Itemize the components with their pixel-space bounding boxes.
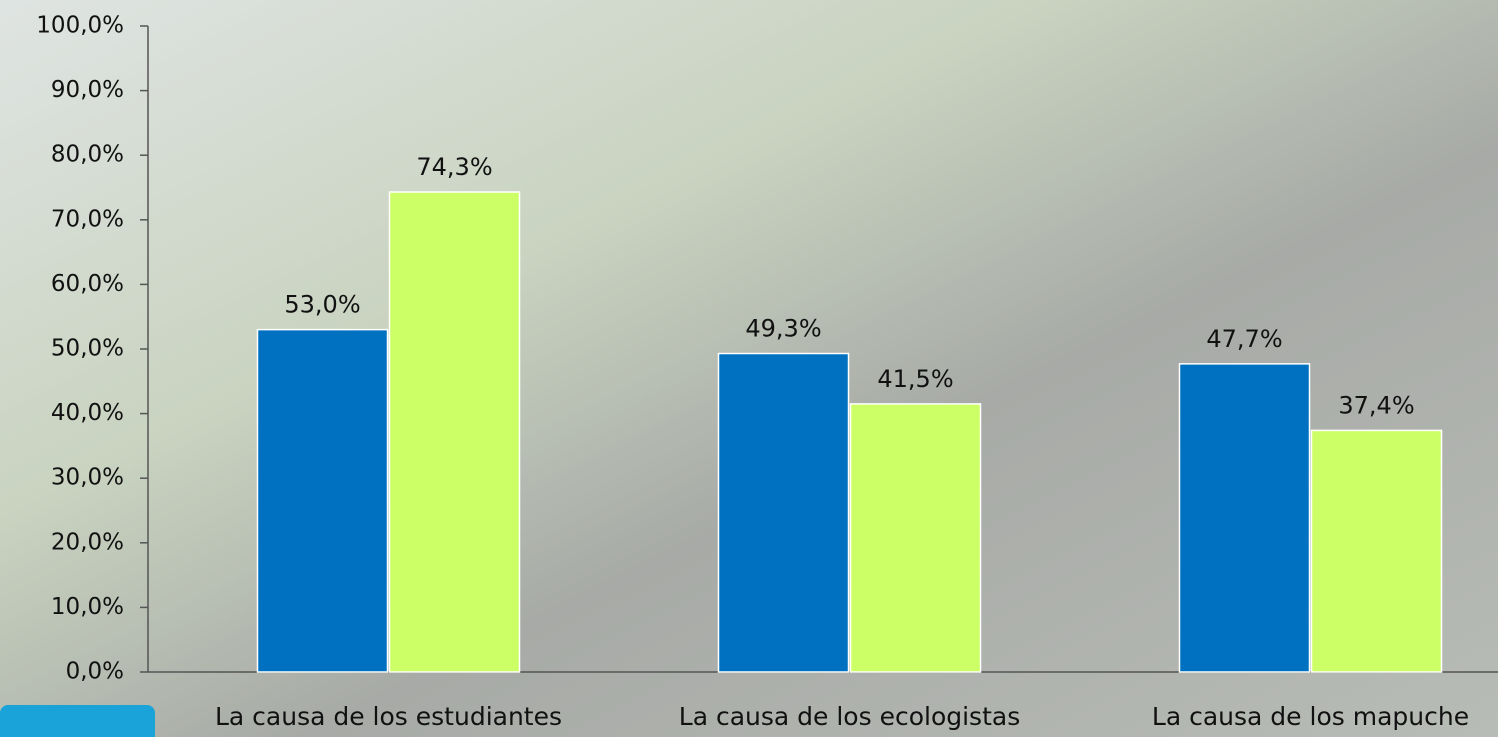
y-tick-label: 50,0%	[51, 336, 124, 362]
bar	[1178, 363, 1311, 673]
y-tick-label: 60,0%	[51, 271, 124, 297]
y-tick-label: 90,0%	[51, 77, 124, 103]
y-tick-label: 70,0%	[51, 206, 124, 232]
x-tick-label: La causa de los mapuche	[1152, 702, 1469, 731]
y-tick-label: 20,0%	[51, 529, 124, 555]
y-tick-label: 10,0%	[51, 594, 124, 620]
data-label: 74,3%	[416, 153, 492, 181]
data-label: 49,3%	[745, 315, 821, 343]
x-tick-label: La causa de los estudiantes	[215, 702, 562, 731]
bar	[849, 403, 982, 673]
data-label: 53,0%	[284, 291, 360, 319]
data-label: 47,7%	[1206, 325, 1282, 353]
y-tick-label: 80,0%	[51, 142, 124, 168]
y-tick-label: 40,0%	[51, 400, 124, 426]
bar	[388, 191, 521, 673]
data-label: 37,4%	[1338, 391, 1414, 419]
bar	[1310, 429, 1443, 673]
bar	[717, 352, 850, 673]
x-tick-label: La causa de los ecologistas	[679, 702, 1020, 731]
y-tick-label: 0,0%	[66, 659, 124, 685]
y-tick-label: 30,0%	[51, 465, 124, 491]
data-label: 41,5%	[877, 365, 953, 393]
y-tick-label: 100,0%	[36, 13, 124, 39]
bar	[256, 328, 389, 673]
decoration	[0, 705, 155, 737]
